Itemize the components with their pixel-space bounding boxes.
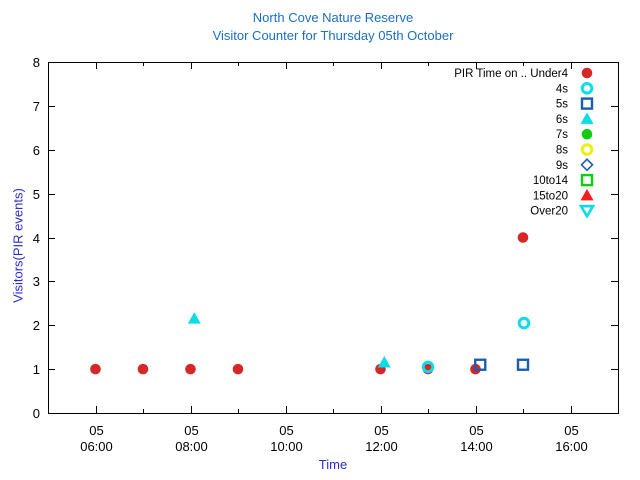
y-tick-label: 8 [33, 55, 40, 70]
y-tick-label: 1 [33, 362, 40, 377]
data-point-6s [187, 312, 201, 324]
legend-marker [580, 97, 594, 110]
x-tick-label-time: 14:00 [460, 439, 493, 454]
legend-marker [580, 82, 594, 95]
y-tick-label: 2 [33, 318, 40, 333]
legend-label: 15to20 [533, 190, 568, 202]
data-point-6s [377, 356, 391, 368]
x-tick-label-day: 05 [469, 423, 483, 438]
legend-label: 7s [556, 129, 568, 141]
y-tick-label: 4 [33, 231, 40, 246]
data-point-pir-time-on-under4 [185, 363, 196, 375]
legend-label: 9s [556, 160, 568, 172]
x-tick-label-time: 08:00 [175, 439, 208, 454]
chart-title-line1: North Cove Nature Reserve [252, 10, 414, 25]
legend-marker [580, 112, 594, 124]
data-point-4s [421, 360, 435, 374]
x-tick-label-day: 05 [374, 423, 388, 438]
x-tick-label-day: 05 [564, 423, 578, 438]
x-tick-label-time: 16:00 [555, 439, 588, 454]
legend-marker [581, 67, 593, 79]
x-axis-label: Time [318, 457, 348, 472]
chart-title-line2: Visitor Counter for Thursday 05th Octobe… [212, 28, 454, 43]
plot-border [48, 62, 619, 414]
x-tick-label-day: 05 [184, 423, 198, 438]
legend-marker [581, 128, 593, 140]
y-axis-label: Visitors(PIR events) [10, 188, 26, 303]
data-point-pir-time-on-under4 [232, 363, 244, 375]
data-point-pir-time-on-under4 [517, 232, 529, 243]
x-tick-label-day: 05 [89, 423, 103, 438]
data-point-pir-time-on-under4 [90, 363, 101, 375]
legend-marker [580, 158, 594, 172]
y-tick-label: 0 [33, 406, 40, 421]
legend-label: PIR Time on .. Under4 [454, 68, 568, 80]
legend-label: 10to14 [533, 175, 569, 187]
x-tick-label-day: 05 [279, 423, 293, 438]
legend-label: 4s [556, 83, 568, 95]
legend-label: 6s [556, 114, 568, 126]
x-tick-label-time: 12:00 [365, 439, 398, 454]
y-tick-label: 3 [33, 274, 40, 289]
legend-marker [580, 143, 594, 156]
legend-label: Over20 [530, 206, 568, 218]
data-point-5s [474, 358, 487, 371]
legend-marker [578, 204, 596, 219]
chart-title: North Cove Nature Reserve Visitor Counte… [48, 9, 618, 45]
data-point-pir-time-on-under4 [137, 363, 149, 375]
x-tick-label-time: 06:00 [80, 439, 113, 454]
legend-label: 8s [556, 145, 568, 157]
y-tick-label: 5 [33, 187, 40, 202]
y-tick-label: 6 [33, 143, 40, 158]
data-point-4s [517, 316, 531, 330]
legend-marker [580, 173, 594, 187]
y-tick-label: 7 [33, 99, 40, 114]
legend-label: 5s [556, 99, 568, 111]
x-tick-label-time: 10:00 [270, 439, 303, 454]
legend-marker [580, 188, 594, 201]
data-point-5s [516, 358, 530, 371]
